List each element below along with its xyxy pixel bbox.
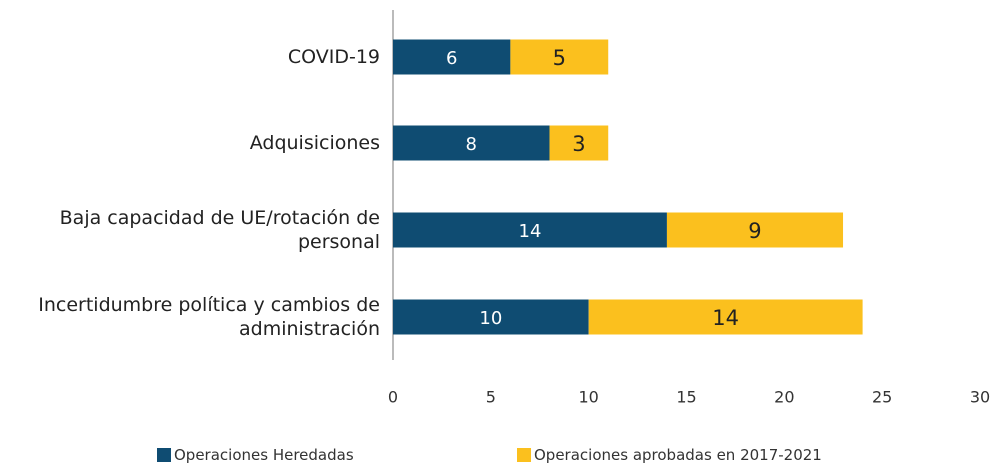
bar	[393, 212, 667, 248]
bar	[549, 125, 609, 161]
bar	[588, 299, 863, 335]
bar	[393, 125, 550, 161]
data-label: 8	[466, 134, 477, 155]
x-tick-label: 25	[872, 388, 892, 407]
category-label: Adquisiciones	[249, 132, 380, 154]
legend-swatch	[157, 448, 171, 462]
data-label: 14	[712, 306, 739, 330]
category-label: Incertidumbre política y cambios de admi…	[38, 294, 380, 340]
bar	[510, 39, 609, 75]
legend-label: Operaciones aprobadas en 2017-2021	[534, 446, 822, 464]
legend-swatch	[517, 448, 531, 462]
x-tick-label: 20	[774, 388, 794, 407]
legend-label: Operaciones Heredadas	[174, 446, 354, 464]
x-tick-label: 10	[578, 388, 598, 407]
legend-item: Operaciones Heredadas	[157, 445, 354, 464]
data-label: 14	[519, 221, 542, 242]
data-label: 6	[446, 48, 457, 69]
bar	[666, 212, 844, 248]
x-tick-label: 30	[970, 388, 990, 407]
legend-item: Operaciones aprobadas en 2017-2021	[517, 445, 822, 464]
x-tick-label: 5	[486, 388, 496, 407]
data-label: 3	[572, 132, 585, 156]
bar	[393, 299, 589, 335]
x-tick-label: 0	[388, 388, 398, 407]
data-label: 5	[553, 46, 566, 70]
bar	[393, 39, 511, 75]
category-label: COVID-19	[287, 46, 380, 68]
category-label: Baja capacidad de UE/rotación de persona…	[59, 207, 380, 253]
data-label: 10	[479, 308, 502, 329]
data-label: 9	[748, 219, 761, 243]
x-tick-label: 15	[676, 388, 696, 407]
